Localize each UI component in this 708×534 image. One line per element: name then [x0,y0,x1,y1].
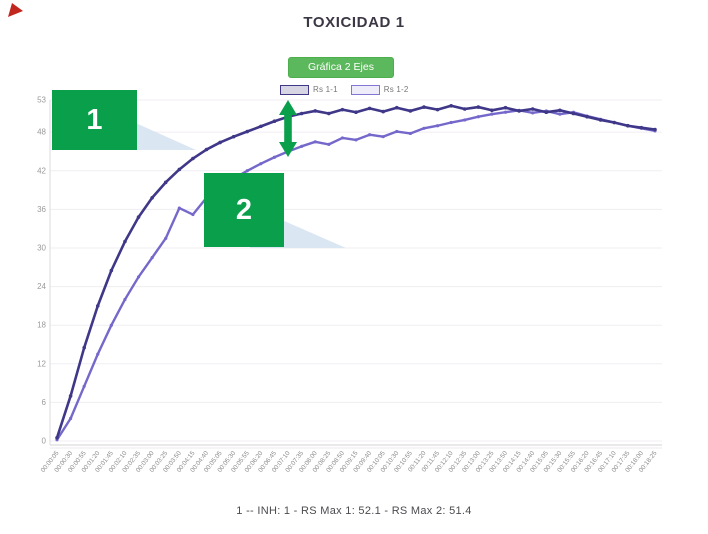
legend-label-rs-1-1: Rs 1-1 [313,85,338,94]
grafica-2-ejes-button[interactable]: Gráfica 2 Ejes [288,57,394,78]
svg-text:48: 48 [37,128,46,137]
legend-swatch-rs-1-1 [280,84,309,95]
svg-text:12: 12 [37,359,46,368]
svg-text:18: 18 [37,321,46,330]
red-corner-marker [8,3,23,17]
annotation-box-1: 1 [52,90,137,150]
svg-text:0: 0 [42,437,47,446]
svg-text:6: 6 [42,398,47,407]
svg-text:42: 42 [37,166,46,175]
svg-text:36: 36 [37,205,46,214]
legend-label-rs-1-2: Rs 1-2 [383,85,409,94]
legend-swatch-rs-1-2 [350,84,380,95]
svg-text:30: 30 [37,243,46,252]
annotation-box-2: 2 [204,173,284,247]
annotation-box-1-label: 1 [86,103,103,136]
annotation-box-2-label: 2 [235,193,253,226]
chart-title: TOXICIDAD 1 [303,14,405,31]
svg-text:24: 24 [37,282,46,291]
svg-text:53: 53 [37,96,46,105]
legend: Rs 1-1 Rs 1-2 [280,84,409,95]
chart-caption: 1 -- INH: 1 - RS Max 1: 52.1 - RS Max 2:… [236,505,472,517]
gap-arrow [279,100,297,157]
